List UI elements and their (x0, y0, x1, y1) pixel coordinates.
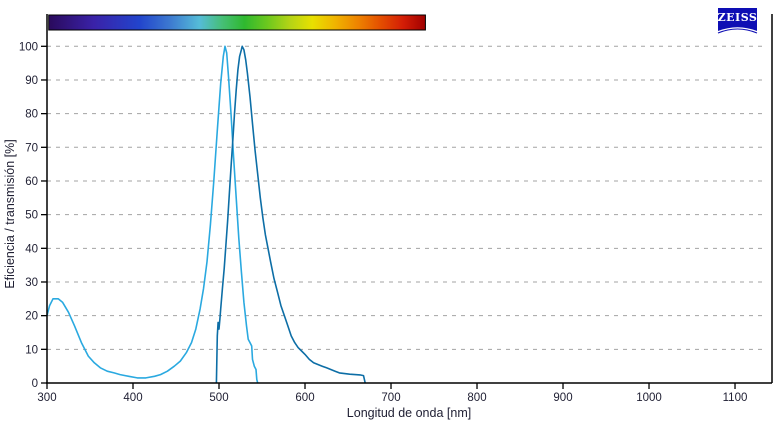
y-axis-title: Eficiencia / transmisión [%] (3, 139, 17, 288)
excitation-spectrum-curve (46, 45, 259, 384)
y-tick-label: 20 (25, 311, 38, 323)
x-tick-label: 500 (209, 392, 228, 404)
x-tick-label: 1000 (636, 392, 662, 404)
emission-spectrum-curve (215, 45, 366, 384)
y-tick-label: 30 (25, 277, 38, 289)
x-tick-label: 300 (37, 392, 56, 404)
x-tick-label: 900 (553, 392, 572, 404)
x-tick-label: 600 (295, 392, 314, 404)
spectra-curves (46, 45, 366, 384)
y-axis: 0 10 20 30 40 50 60 70 80 90 100 (19, 41, 47, 390)
y-tick-label: 40 (25, 243, 38, 255)
x-tick-label: 400 (123, 392, 142, 404)
visible-spectrum-bar (48, 14, 426, 31)
y-tick-label: 100 (19, 41, 38, 53)
x-axis-title: Longitud de onda [nm] (347, 406, 471, 420)
zeiss-logo-lens-arc (717, 28, 758, 34)
y-tick-label: 50 (25, 210, 38, 222)
gridlines (47, 45, 766, 350)
plot-frame (46, 14, 773, 384)
y-tick-label: 80 (25, 109, 38, 121)
x-axis: 300 400 500 600 700 800 900 1000 1100 (37, 383, 747, 404)
y-tick-label: 60 (25, 176, 38, 188)
zeiss-logo-text: ZEISS (718, 11, 758, 24)
y-tick-label: 10 (25, 344, 38, 356)
zeiss-logo-shape (718, 8, 757, 31)
zeiss-logo: ZEISS (717, 8, 758, 34)
x-tick-label: 800 (467, 392, 486, 404)
x-tick-label: 1100 (723, 392, 748, 404)
y-tick-label: 70 (25, 142, 38, 154)
x-tick-label: 700 (381, 392, 400, 404)
y-tick-label: 0 (32, 378, 38, 390)
y-tick-label: 90 (25, 75, 38, 87)
